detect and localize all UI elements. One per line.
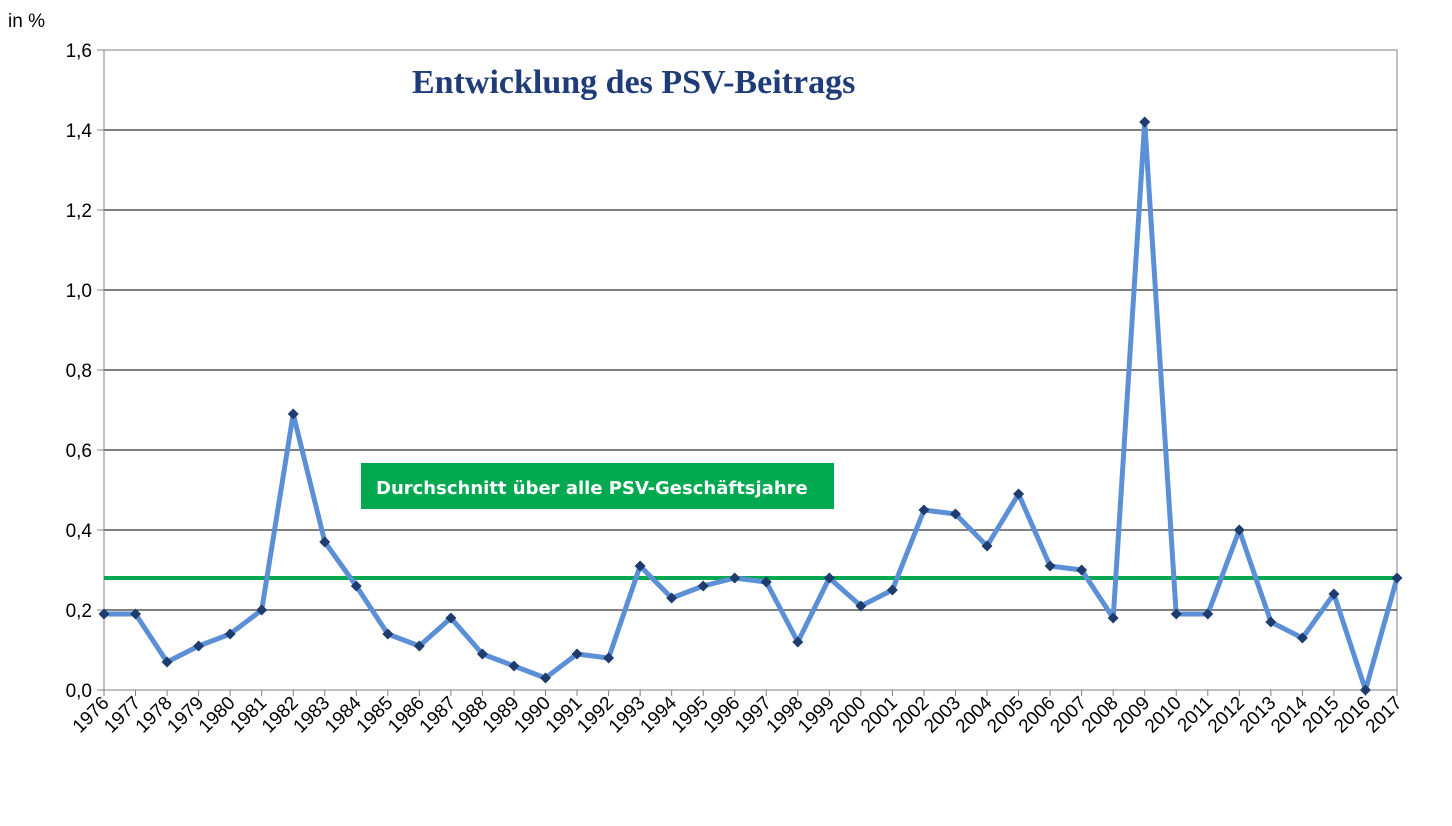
data-point: [855, 600, 867, 612]
data-point: [413, 640, 425, 652]
data-point: [1139, 116, 1151, 128]
data-point: [823, 572, 835, 584]
data-point: [1170, 608, 1182, 620]
data-point: [130, 608, 142, 620]
data-point: [1359, 684, 1371, 696]
data-point: [161, 656, 173, 668]
data-point: [540, 672, 552, 684]
data-point: [1296, 632, 1308, 644]
data-point: [1265, 616, 1277, 628]
y-axis-unit-label: in %: [8, 11, 45, 32]
data-point: [1107, 612, 1119, 624]
y-tick-label: 1,0: [66, 281, 92, 302]
data-point: [1328, 588, 1340, 600]
x-tick-label: 2017: [1362, 693, 1407, 738]
x-tick-labels: 1976197719781979198019811982198319841985…: [69, 692, 1407, 737]
series-line: [101, 119, 1400, 693]
data-point: [1233, 524, 1245, 536]
data-point: [1391, 572, 1403, 584]
y-tick-label: 1,6: [66, 41, 92, 62]
data-point: [918, 504, 930, 516]
y-tick-label: 0,2: [66, 601, 92, 622]
axes: [103, 50, 1398, 696]
data-point: [981, 540, 993, 552]
data-point: [1013, 488, 1025, 500]
data-point: [697, 580, 709, 592]
data-point: [603, 652, 615, 664]
average-legend-box: [361, 463, 834, 509]
data-point: [382, 628, 394, 640]
data-point: [445, 612, 457, 624]
data-point: [256, 604, 268, 616]
series-group: [98, 116, 1403, 696]
data-point: [571, 648, 583, 660]
data-point: [886, 584, 898, 596]
data-point: [729, 572, 741, 584]
y-tick-label: 0,6: [66, 441, 92, 462]
data-point: [760, 576, 772, 588]
y-tick-label: 0,4: [66, 521, 93, 542]
data-point: [666, 592, 678, 604]
y-tick-label: 0,0: [66, 681, 92, 702]
data-point: [224, 628, 236, 640]
chart-title: Entwicklung des PSV-Beitrags: [412, 64, 855, 101]
data-point: [287, 408, 299, 420]
data-point: [193, 640, 205, 652]
data-point: [1044, 560, 1056, 572]
average-legend-label: Durchschnitt über alle PSV-Geschäftsjahr…: [376, 478, 808, 499]
y-tick-labels: 0,0 0,2 0,4 0,6 0,8 1,0 1,2 1,4 1,6: [66, 41, 93, 702]
data-point: [98, 608, 110, 620]
data-point: [319, 536, 331, 548]
data-point: [508, 660, 520, 672]
data-point: [476, 648, 488, 660]
y-tick-label: 1,4: [66, 121, 93, 142]
y-tick-label: 0,8: [66, 361, 92, 382]
data-point: [1202, 608, 1214, 620]
y-tick-label: 1,2: [66, 201, 92, 222]
data-point: [792, 636, 804, 648]
data-point: [350, 580, 362, 592]
data-point: [1076, 564, 1088, 576]
data-point: [634, 560, 646, 572]
gridlines: [97, 49, 1397, 691]
data-point: [949, 508, 961, 520]
